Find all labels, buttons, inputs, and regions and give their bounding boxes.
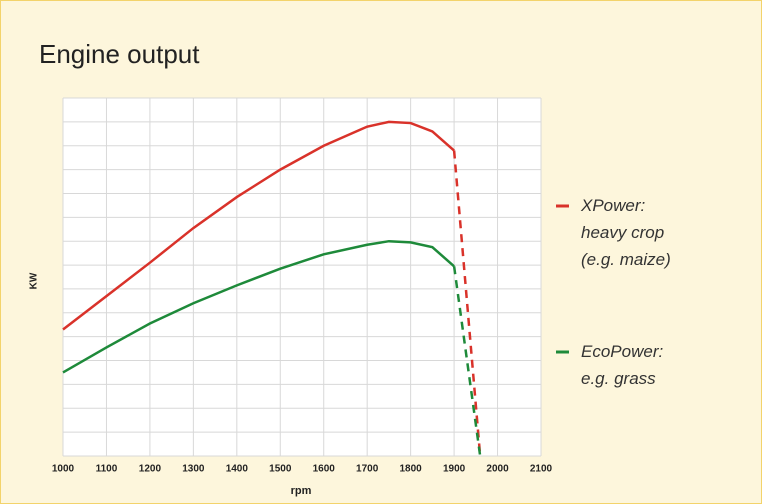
- x-tick-label: 2000: [486, 464, 509, 475]
- plot-area: [63, 98, 541, 456]
- series-line-dashed: [452, 266, 482, 457]
- x-tick-label: 2100: [530, 464, 553, 475]
- x-tick-label: 1700: [356, 464, 379, 475]
- series-line: [62, 120, 455, 331]
- x-tick-label: 1000: [52, 464, 75, 475]
- x-tick-label: 1300: [182, 464, 205, 475]
- x-tick-label: 1800: [400, 464, 423, 475]
- legend-label: XPower: heavy crop (e.g. maize): [581, 196, 671, 269]
- series-line-dashed: [452, 150, 482, 457]
- y-axis-label: KW: [29, 272, 40, 289]
- legend-label: EcoPower: e.g. grass: [581, 342, 664, 388]
- x-tick-label: 1600: [313, 464, 336, 475]
- x-tick-label: 1500: [269, 464, 292, 475]
- x-tick-label: 1400: [226, 464, 249, 475]
- chart-title: Engine output: [39, 39, 200, 69]
- x-tick-label: 1200: [139, 464, 162, 475]
- x-tick-label: 1100: [96, 464, 118, 475]
- series-line: [62, 239, 455, 374]
- x-tick-label: 1900: [443, 464, 466, 475]
- x-axis-label: rpm: [291, 485, 312, 497]
